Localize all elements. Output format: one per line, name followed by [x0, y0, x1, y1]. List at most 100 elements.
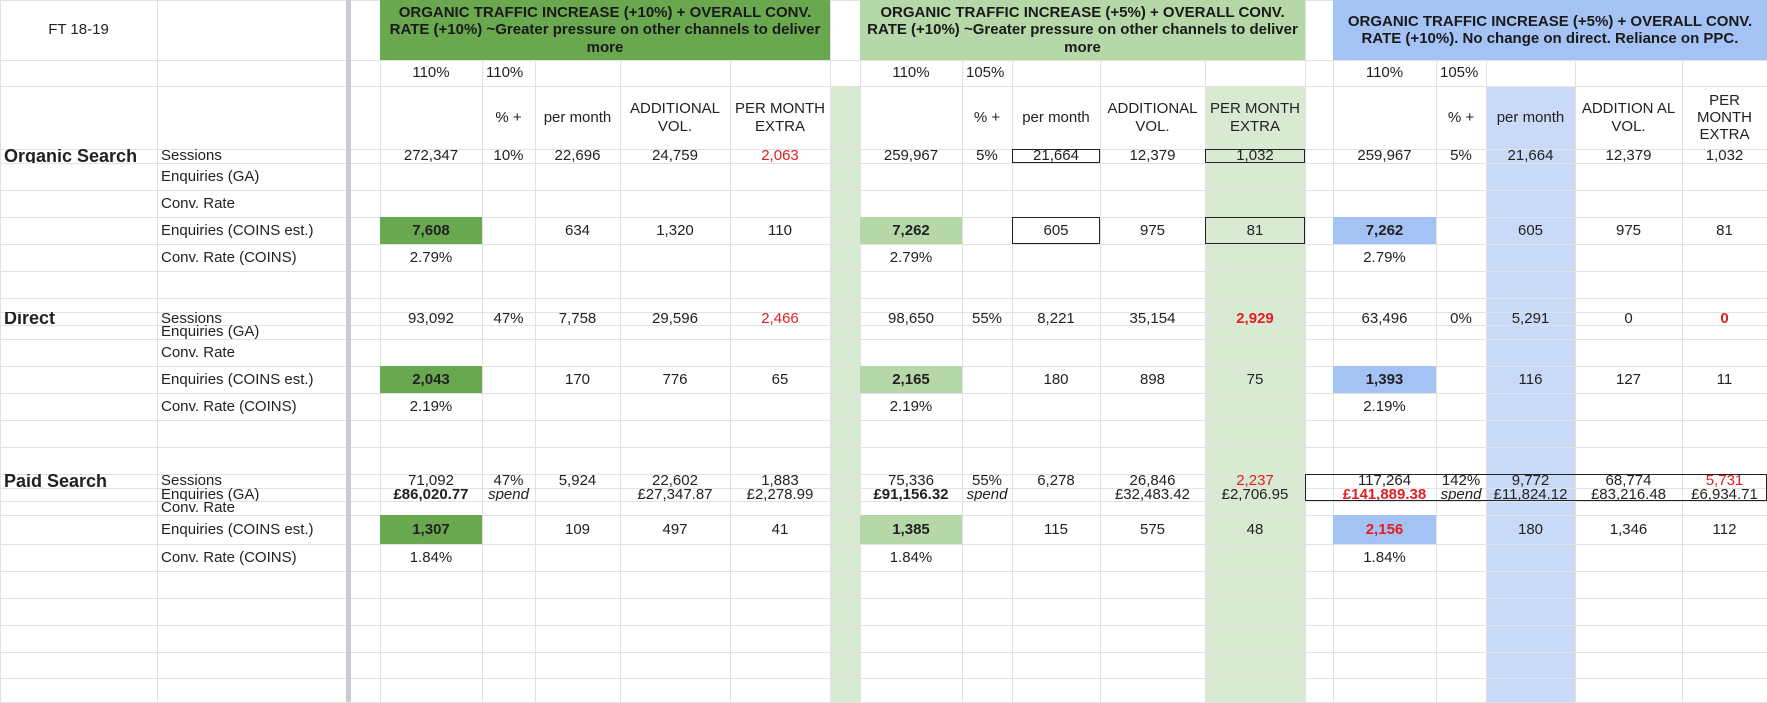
paid-sessions-value[interactable]: 117,264	[1357, 474, 1412, 488]
paid-coins-extra[interactable]: 48	[1246, 520, 1264, 538]
channel-name-2[interactable]: Paid Search	[4, 474, 108, 488]
col-header-per-month-extra[interactable]: PER MONTH EXTRA	[1697, 91, 1752, 144]
direct-sessions-extra[interactable]: 2,466	[761, 312, 799, 325]
direct-sessions-per-month[interactable]: 7,758	[558, 312, 597, 325]
frozen-column-divider[interactable]	[346, 0, 351, 702]
organic-sessions-extra[interactable]: 2,063	[761, 149, 799, 163]
organic-sessions-pct[interactable]: 5%	[1450, 149, 1472, 163]
paid-spend-additional[interactable]: £83,216.48	[1590, 488, 1667, 501]
paid-coins-enquiries[interactable]: 2,156	[1333, 515, 1436, 544]
paid-coins-conv-rate[interactable]: 1.84%	[889, 548, 933, 566]
scenario-1-title[interactable]: ORGANIC TRAFFIC INCREASE (+10%) + OVERAL…	[380, 0, 830, 60]
direct-sessions-extra[interactable]: 0	[1720, 312, 1729, 325]
col-header-additional-vol[interactable]: ADDITIONAL VOL.	[1107, 100, 1198, 135]
paid-spend-extra[interactable]: £6,934.71	[1691, 488, 1758, 501]
paid-sessions-pct[interactable]: 47%	[493, 474, 524, 488]
direct-sessions-per-month[interactable]: 5,291	[1511, 312, 1550, 325]
organic-coins-extra[interactable]: 110	[768, 221, 792, 239]
channel-row-label[interactable]: Conv. Rate (COINS)	[161, 248, 297, 266]
organic-coins-additional[interactable]: 975	[1139, 221, 1166, 239]
paid-spend-value[interactable]: £141,889.38	[1342, 488, 1427, 501]
organic-sessions-extra[interactable]: 1,032	[1236, 149, 1274, 163]
organic-coins-conv-rate[interactable]: 2.79%	[889, 248, 933, 266]
scenario-3-title[interactable]: ORGANIC TRAFFIC INCREASE (+5%) + OVERALL…	[1333, 0, 1767, 60]
organic-sessions-additional[interactable]: 24,759	[652, 149, 698, 163]
organic-sessions-value[interactable]: 259,967	[1357, 149, 1412, 163]
paid-coins-conv-rate[interactable]: 1.84%	[1363, 548, 1406, 566]
paid-spend-per-month[interactable]: £11,824.12	[1493, 488, 1568, 501]
paid-sessions-per-month[interactable]: 9,772	[1511, 474, 1550, 488]
organic-sessions-additional[interactable]: 12,379	[1605, 149, 1652, 163]
organic-sessions-additional[interactable]: 12,379	[1129, 149, 1176, 163]
organic-coins-per-month[interactable]: 634	[564, 221, 591, 239]
col-header-per-month[interactable]: per month	[1496, 108, 1565, 126]
direct-coins-extra[interactable]: 11	[1716, 370, 1733, 388]
paid-spend-additional[interactable]: £32,483.42	[1114, 488, 1191, 501]
direct-sessions-additional[interactable]: 29,596	[652, 312, 698, 325]
direct-coins-per-month[interactable]: 116	[1518, 370, 1543, 388]
direct-coins-additional[interactable]: 776	[662, 370, 688, 388]
paid-spend-per-month[interactable]	[1012, 488, 1100, 501]
organic-coins-conv-rate[interactable]: 2.79%	[409, 248, 453, 266]
channel-name-0[interactable]: Organic Search	[4, 149, 138, 163]
paid-coins-extra[interactable]: 41	[771, 520, 789, 538]
paid-coins-additional[interactable]: 575	[1139, 520, 1166, 538]
paid-spend-extra[interactable]: £2,706.95	[1221, 488, 1289, 501]
channel-row-label[interactable]: Conv. Rate (COINS)	[161, 548, 297, 566]
col-header-additional-vol[interactable]: ADDITION AL VOL.	[1581, 100, 1676, 135]
paid-sessions-per-month[interactable]: 6,278	[1037, 474, 1075, 488]
organic-coins-enquiries[interactable]: 7,262	[860, 217, 962, 244]
scenario-2-title[interactable]: ORGANIC TRAFFIC INCREASE (+5%) + OVERALL…	[860, 0, 1305, 60]
direct-sessions-extra[interactable]: 2,929	[1236, 312, 1274, 325]
paid-sessions-extra[interactable]: 1,883	[761, 474, 799, 488]
organic-coins-per-month[interactable]: 605	[1043, 221, 1069, 239]
channel-row-label[interactable]: Enquiries (GA)	[161, 167, 260, 185]
direct-coins-extra[interactable]: 65	[771, 370, 789, 388]
channel-row-label[interactable]: Enquiries (GA)	[161, 488, 260, 501]
paid-coins-conv-rate[interactable]: 1.84%	[409, 548, 453, 566]
channel-row-label[interactable]: Conv. Rate (COINS)	[161, 397, 297, 415]
direct-sessions-value[interactable]: 63,496	[1361, 312, 1408, 325]
paid-coins-per-month[interactable]: 180	[1517, 520, 1544, 538]
organic-sessions-per-month[interactable]: 21,664	[1507, 149, 1554, 163]
direct-sessions-value[interactable]: 93,092	[408, 312, 454, 325]
direct-coins-conv-rate[interactable]: 2.19%	[1363, 397, 1406, 415]
paid-sessions-additional[interactable]: 68,774	[1605, 474, 1652, 488]
pct-a[interactable]: 110%	[412, 64, 450, 82]
col-header-pct[interactable]: % +	[973, 108, 1001, 126]
paid-spend-value[interactable]: £91,156.32	[873, 488, 949, 501]
col-header-per-month[interactable]: per month	[543, 108, 612, 126]
paid-coins-per-month[interactable]: 109	[564, 520, 591, 538]
channel-row-label[interactable]: Sessions	[161, 474, 222, 488]
organic-sessions-pct[interactable]: 10%	[493, 149, 524, 163]
direct-coins-conv-rate[interactable]: 2.19%	[889, 397, 933, 415]
direct-coins-per-month[interactable]: 170	[564, 370, 591, 388]
organic-sessions-value[interactable]: 259,967	[883, 149, 939, 163]
organic-sessions-value[interactable]: 272,347	[403, 149, 459, 163]
paid-sessions-extra[interactable]: 5,731	[1705, 474, 1744, 488]
organic-coins-conv-rate[interactable]: 2.79%	[1363, 248, 1406, 266]
organic-coins-additional[interactable]: 1,320	[656, 221, 694, 239]
paid-spend-label[interactable]: spend	[1440, 488, 1482, 501]
paid-coins-extra[interactable]: 112	[1712, 520, 1737, 538]
paid-sessions-value[interactable]: 75,336	[888, 474, 934, 488]
organic-coins-enquiries[interactable]: 7,608	[380, 217, 482, 244]
direct-sessions-value[interactable]: 98,650	[888, 312, 934, 325]
direct-coins-enquiries[interactable]: 2,043	[380, 366, 482, 393]
organic-coins-enquiries[interactable]: 7,262	[1333, 217, 1436, 244]
direct-sessions-pct[interactable]: 55%	[971, 312, 1003, 325]
direct-sessions-per-month[interactable]: 8,221	[1037, 312, 1075, 325]
organic-coins-extra[interactable]: 81	[1246, 221, 1264, 239]
organic-coins-additional[interactable]: 975	[1615, 221, 1642, 239]
direct-sessions-pct[interactable]: 47%	[493, 312, 524, 325]
direct-sessions-additional[interactable]: 0	[1624, 312, 1633, 325]
paid-sessions-pct[interactable]: 55%	[971, 474, 1003, 488]
paid-coins-enquiries[interactable]: 1,385	[860, 515, 962, 544]
paid-sessions-value[interactable]: 71,092	[408, 474, 454, 488]
organic-coins-per-month[interactable]: 605	[1517, 221, 1544, 239]
direct-coins-enquiries[interactable]: 1,393	[1333, 366, 1436, 393]
pct-a[interactable]: 110%	[1365, 64, 1404, 82]
channel-row-label[interactable]: Sessions	[161, 312, 222, 325]
paid-spend-per-month[interactable]	[535, 488, 620, 501]
channel-row-label[interactable]: Enquiries (COINS est.)	[161, 370, 314, 388]
